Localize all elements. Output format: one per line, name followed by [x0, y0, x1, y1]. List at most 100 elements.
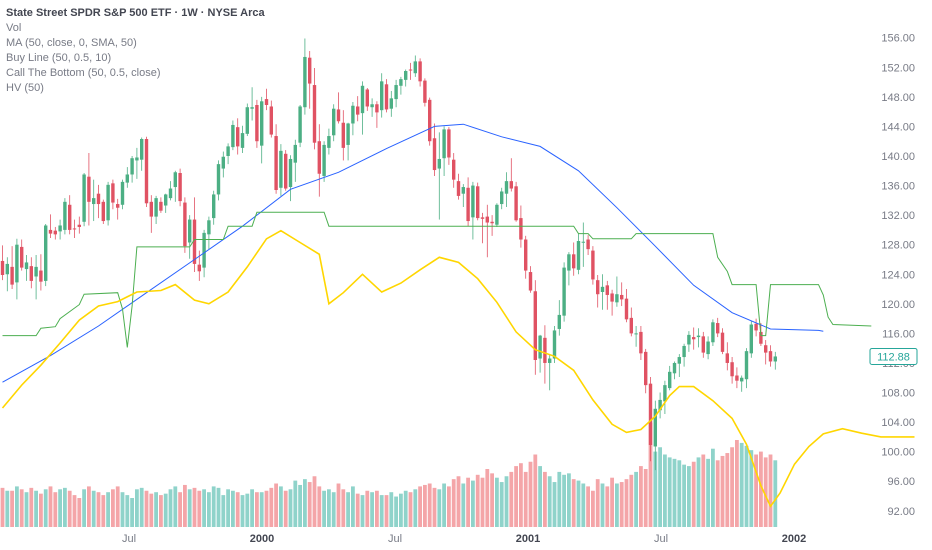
- candle[interactable]: [504, 172, 509, 207]
- candle[interactable]: [58, 219, 62, 240]
- candle[interactable]: [476, 182, 480, 221]
- candle[interactable]: [164, 193, 168, 213]
- candle[interactable]: [663, 380, 667, 414]
- candle[interactable]: [413, 55, 417, 77]
- candle[interactable]: [768, 345, 773, 367]
- candle[interactable]: [466, 177, 470, 227]
- candle[interactable]: [87, 153, 91, 226]
- candle[interactable]: [303, 38, 307, 115]
- candle[interactable]: [168, 181, 173, 201]
- candle[interactable]: [154, 195, 158, 224]
- candle[interactable]: [159, 197, 163, 213]
- candle[interactable]: [524, 235, 528, 279]
- candle[interactable]: [15, 238, 19, 300]
- candle[interactable]: [437, 132, 441, 220]
- candle[interactable]: [68, 195, 72, 235]
- candle[interactable]: [130, 156, 134, 183]
- candle[interactable]: [500, 187, 504, 210]
- candle[interactable]: [634, 326, 638, 347]
- candle[interactable]: [82, 173, 86, 227]
- price-candles[interactable]: [0, 38, 777, 471]
- candle[interactable]: [173, 170, 177, 202]
- candle[interactable]: [24, 255, 29, 281]
- candle[interactable]: [653, 400, 657, 471]
- candle[interactable]: [29, 257, 33, 289]
- candle[interactable]: [447, 127, 451, 165]
- candle[interactable]: [586, 235, 590, 256]
- candle[interactable]: [375, 101, 379, 128]
- candle[interactable]: [245, 103, 249, 137]
- candle[interactable]: [720, 328, 725, 355]
- candle[interactable]: [394, 79, 398, 108]
- candle[interactable]: [423, 78, 427, 107]
- candle[interactable]: [490, 215, 494, 236]
- candle[interactable]: [336, 92, 341, 124]
- candle[interactable]: [236, 118, 240, 155]
- candle[interactable]: [284, 150, 288, 191]
- candle[interactable]: [365, 88, 369, 111]
- candle[interactable]: [735, 367, 739, 389]
- candle[interactable]: [149, 195, 153, 233]
- candle[interactable]: [682, 343, 686, 367]
- candle[interactable]: [39, 254, 43, 291]
- candle[interactable]: [591, 246, 595, 285]
- indicator-call-the-bottom[interactable]: Call The Bottom (50, 0.5, close): [6, 67, 161, 79]
- candle[interactable]: [495, 203, 499, 227]
- candle[interactable]: [332, 104, 336, 142]
- candle[interactable]: [178, 168, 182, 207]
- candle[interactable]: [600, 274, 605, 310]
- candle[interactable]: [188, 215, 192, 259]
- candle[interactable]: [624, 289, 629, 323]
- candle[interactable]: [341, 110, 345, 161]
- candle[interactable]: [44, 224, 48, 287]
- candle[interactable]: [0, 245, 5, 281]
- candle[interactable]: [644, 348, 648, 394]
- indicator-ma[interactable]: MA (50, close, 0, SMA, 50): [6, 37, 137, 49]
- candle[interactable]: [202, 229, 206, 278]
- candle[interactable]: [596, 275, 600, 308]
- candle[interactable]: [96, 184, 101, 219]
- candle[interactable]: [240, 125, 245, 154]
- candle[interactable]: [5, 257, 9, 292]
- candle[interactable]: [461, 184, 465, 207]
- candle[interactable]: [610, 289, 614, 316]
- candle[interactable]: [725, 342, 729, 371]
- candle[interactable]: [308, 51, 312, 109]
- indicator-hv[interactable]: HV (50): [6, 82, 44, 94]
- candle[interactable]: [557, 300, 561, 336]
- candle[interactable]: [356, 96, 360, 122]
- candle[interactable]: [658, 392, 662, 419]
- candle[interactable]: [389, 90, 393, 117]
- candle[interactable]: [226, 143, 230, 165]
- candle[interactable]: [485, 204, 489, 258]
- candle[interactable]: [116, 198, 120, 220]
- symbol-title[interactable]: State Street SPDR S&P 500 ETF · 1W · NYS…: [6, 7, 265, 19]
- candle[interactable]: [346, 122, 350, 161]
- candle[interactable]: [480, 212, 485, 244]
- candle[interactable]: [706, 336, 710, 360]
- candle[interactable]: [327, 128, 331, 155]
- candle[interactable]: [428, 97, 432, 146]
- candle[interactable]: [250, 87, 254, 121]
- candle[interactable]: [677, 354, 681, 377]
- candle[interactable]: [668, 365, 672, 391]
- candle[interactable]: [404, 69, 408, 87]
- candle[interactable]: [572, 242, 576, 276]
- candle[interactable]: [711, 319, 715, 346]
- candle[interactable]: [279, 144, 283, 196]
- candle[interactable]: [135, 147, 139, 179]
- candle[interactable]: [260, 96, 264, 164]
- candle[interactable]: [360, 81, 365, 135]
- candle[interactable]: [509, 158, 513, 192]
- candle[interactable]: [432, 123, 437, 176]
- candle[interactable]: [528, 266, 533, 293]
- candle[interactable]: [692, 327, 696, 350]
- candle[interactable]: [207, 216, 211, 250]
- candle[interactable]: [639, 326, 643, 360]
- candle[interactable]: [543, 325, 547, 384]
- candle[interactable]: [221, 151, 225, 178]
- candle[interactable]: [269, 100, 273, 138]
- candle[interactable]: [298, 105, 302, 148]
- candle[interactable]: [764, 340, 768, 365]
- candle[interactable]: [548, 354, 552, 391]
